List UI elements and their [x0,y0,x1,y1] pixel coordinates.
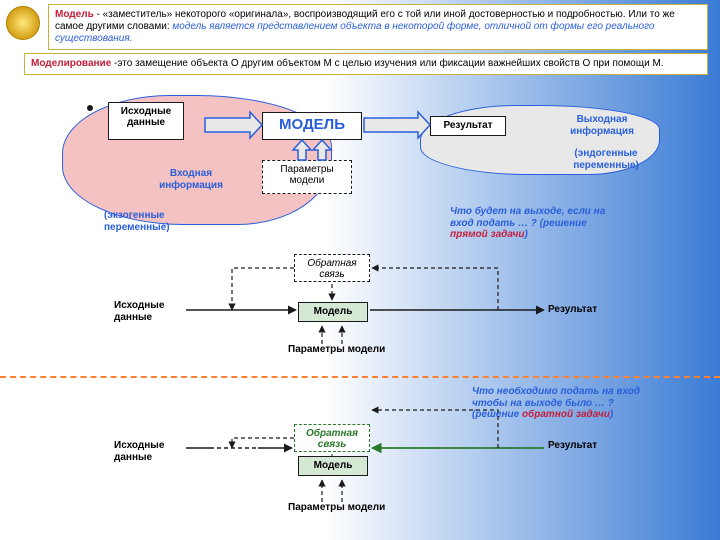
mid-input: Исходные данные [114,300,184,323]
txt: Результат [548,304,597,315]
top-question: Что будет на выходе, если на вход подать… [450,206,670,241]
top-output-info: Выходная информация [552,114,652,137]
txt: (экзогенные [104,210,170,222]
txt: обратной задачи [522,409,610,420]
txt: Параметры модели [288,502,385,513]
txt: прямой задачи [450,229,524,240]
top-exogenous: (экзогенные переменные) [104,210,170,233]
def-modeling-body: -это замещение объекта О другим объектом… [111,58,663,69]
bot-feedback: Обратная связь [294,424,370,452]
txt: (эндогенные [556,148,656,160]
bot-params: Параметры модели [288,502,385,514]
txt: Исходные данные [114,300,164,323]
txt: Выходная [552,114,652,126]
top-endogenous: (эндогенные переменные) [556,148,656,171]
txt: Модель [314,460,353,471]
mid-params: Параметры модели [288,344,385,356]
txt: информация [148,180,234,192]
top-model: МОДЕЛЬ [262,112,362,140]
txt: Модель [314,306,353,317]
txt: связь [301,439,363,450]
top-input-info: Входная информация [148,168,234,191]
txt: (решение [472,409,522,420]
txt: Входная [148,168,234,180]
txt: чтобы на выходе было … ? [472,398,614,409]
bot-model: Модель [298,456,368,476]
mid-model: Модель [298,302,368,322]
top-params: Параметры модели [262,160,352,194]
term-modeling: Моделирование [31,58,111,69]
txt: Исходные данные [114,440,164,463]
txt: переменные) [104,222,170,234]
definition-model: Модель - «заместитель» некоторого «ориги… [48,4,708,50]
txt: Результат [548,440,597,451]
term-model: Модель [55,9,94,20]
txt: Что будет на выходе, если на [450,206,605,217]
txt: данные [115,117,177,128]
txt: Параметры модели [288,344,385,355]
txt: вход подать … ? (решение [450,218,587,229]
txt: переменные) [556,160,656,172]
txt: Обратная [301,428,363,439]
bot-result: Результат [548,440,597,452]
top-input-data: Исходные данные [108,102,184,140]
mid-result: Результат [548,304,597,316]
txt: ) [524,229,527,240]
bot-question: Что необходимо подать на вход чтобы на в… [472,386,702,421]
definition-modeling: Моделирование -это замещение объекта О д… [24,53,708,75]
mid-feedback: Обратная связь [294,254,370,282]
txt: МОДЕЛЬ [279,116,345,133]
txt: Обратная [301,258,363,269]
txt: Результат [443,120,492,131]
txt: Параметры [269,164,345,175]
txt: связь [301,269,363,280]
txt: ) [610,409,613,420]
emblem-icon [6,6,40,40]
section-divider [0,376,720,378]
txt: модели [269,175,345,186]
bot-input: Исходные данные [114,440,184,463]
txt: Что необходимо подать на вход [472,386,640,397]
txt: информация [552,126,652,138]
txt: Исходные [115,106,177,117]
top-result: Результат [430,116,506,136]
